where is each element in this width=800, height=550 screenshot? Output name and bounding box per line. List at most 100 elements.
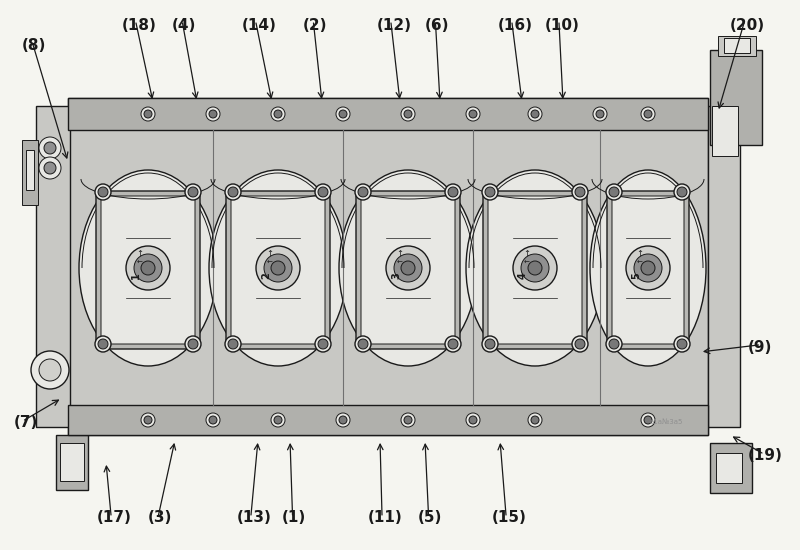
Ellipse shape [634,254,662,282]
Ellipse shape [44,162,56,174]
FancyBboxPatch shape [356,191,460,349]
Ellipse shape [644,416,652,424]
Ellipse shape [606,336,622,352]
Text: (8): (8) [22,38,46,53]
Text: 2: 2 [261,273,271,279]
Bar [710,443,752,493]
Ellipse shape [318,339,328,349]
Ellipse shape [469,416,477,424]
Ellipse shape [318,187,328,197]
Text: ↑: ↑ [637,249,643,257]
Text: (19): (19) [748,448,783,463]
Ellipse shape [448,187,458,197]
Text: 1: 1 [131,273,141,279]
Ellipse shape [336,107,350,121]
Ellipse shape [144,110,152,118]
Ellipse shape [466,170,604,366]
Ellipse shape [404,416,412,424]
FancyBboxPatch shape [483,191,587,349]
Text: 5: 5 [631,273,641,279]
Ellipse shape [209,110,217,118]
Bar [710,50,762,145]
Ellipse shape [39,359,61,381]
Bar [716,453,742,483]
Ellipse shape [271,261,285,275]
Text: (9): (9) [748,340,772,355]
Ellipse shape [644,110,652,118]
Bar [68,405,708,435]
Ellipse shape [448,339,458,349]
Ellipse shape [355,336,371,352]
Ellipse shape [228,339,238,349]
FancyBboxPatch shape [361,196,455,344]
Bar [60,443,84,481]
Bar [718,36,756,56]
Text: (18): (18) [122,18,157,33]
Text: (11): (11) [368,510,402,525]
Ellipse shape [485,339,495,349]
Ellipse shape [593,107,607,121]
Ellipse shape [575,187,585,197]
Ellipse shape [141,261,155,275]
Ellipse shape [677,187,687,197]
Text: (1): (1) [282,510,306,525]
Ellipse shape [188,339,198,349]
FancyBboxPatch shape [607,191,689,349]
Text: ←: ← [397,260,403,266]
Ellipse shape [404,110,412,118]
Ellipse shape [79,170,217,366]
Ellipse shape [98,187,108,197]
Ellipse shape [531,416,539,424]
Text: ←: ← [637,260,643,266]
Text: ←: ← [524,260,530,266]
Ellipse shape [315,184,331,200]
Ellipse shape [482,184,498,200]
Ellipse shape [609,187,619,197]
Bar [724,38,750,53]
Ellipse shape [271,413,285,427]
Ellipse shape [485,187,495,197]
Ellipse shape [590,170,706,366]
Ellipse shape [225,184,241,200]
Text: (6): (6) [425,18,450,33]
Ellipse shape [531,110,539,118]
Ellipse shape [626,246,670,290]
Ellipse shape [339,110,347,118]
Ellipse shape [641,107,655,121]
Ellipse shape [528,413,542,427]
Ellipse shape [39,137,61,159]
Text: (2): (2) [303,18,327,33]
Ellipse shape [513,246,557,290]
Bar [56,435,88,490]
Ellipse shape [674,336,690,352]
Ellipse shape [677,339,687,349]
Text: 3: 3 [391,273,401,279]
Ellipse shape [386,246,430,290]
Ellipse shape [606,184,622,200]
Ellipse shape [336,413,350,427]
Ellipse shape [44,142,56,154]
Ellipse shape [445,184,461,200]
Text: ←: ← [267,260,273,266]
Bar [68,98,708,435]
Ellipse shape [141,413,155,427]
Text: (3): (3) [148,510,172,525]
FancyBboxPatch shape [612,196,684,344]
Text: (13): (13) [237,510,272,525]
FancyBboxPatch shape [488,196,582,344]
Ellipse shape [572,184,588,200]
Ellipse shape [95,336,111,352]
Ellipse shape [355,184,371,200]
Ellipse shape [185,336,201,352]
Text: a1a№3a5: a1a№3a5 [650,419,683,425]
FancyBboxPatch shape [101,196,195,344]
Text: (5): (5) [418,510,442,525]
FancyBboxPatch shape [226,191,330,349]
Ellipse shape [358,187,368,197]
Text: ↑: ↑ [523,249,530,257]
Ellipse shape [469,110,477,118]
Ellipse shape [596,110,604,118]
Ellipse shape [31,351,69,389]
Ellipse shape [674,184,690,200]
Bar [26,150,34,190]
